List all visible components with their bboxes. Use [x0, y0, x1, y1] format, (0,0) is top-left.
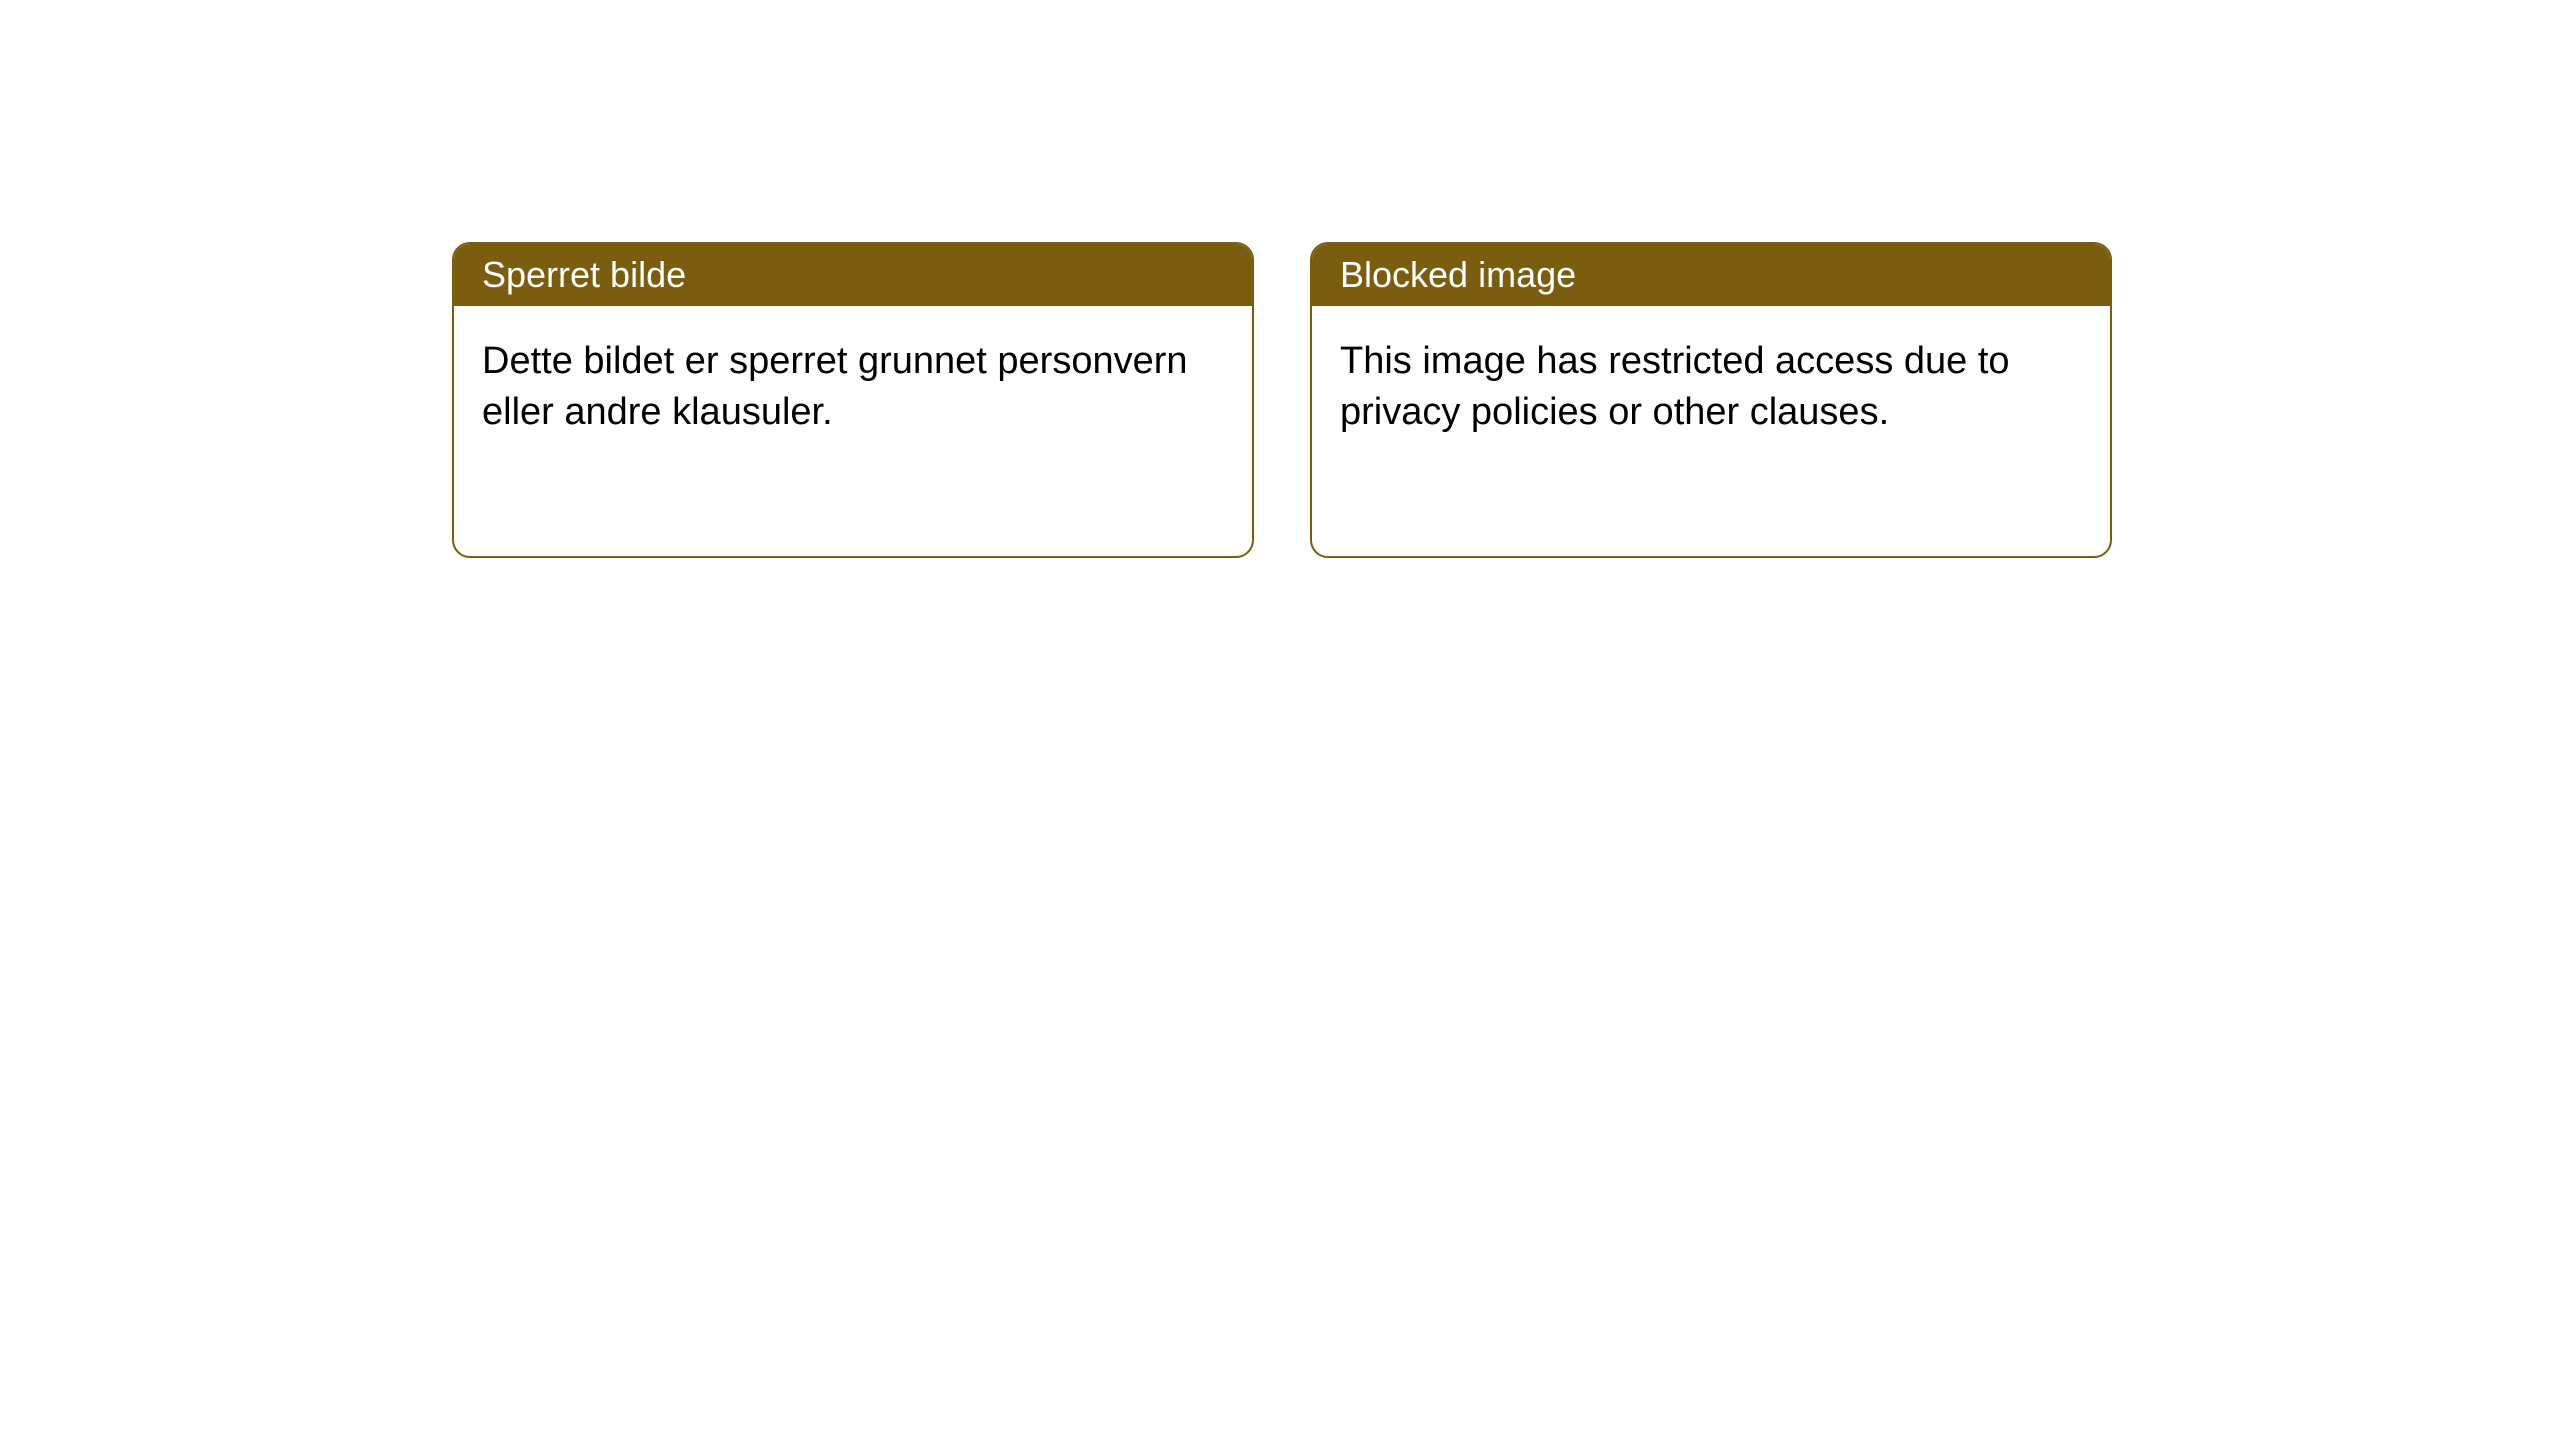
- notice-container: Sperret bilde Dette bildet er sperret gr…: [0, 0, 2560, 558]
- notice-card-norwegian: Sperret bilde Dette bildet er sperret gr…: [452, 242, 1254, 558]
- notice-header-english: Blocked image: [1312, 244, 2110, 306]
- notice-body-norwegian: Dette bildet er sperret grunnet personve…: [454, 306, 1252, 556]
- notice-header-norwegian: Sperret bilde: [454, 244, 1252, 306]
- notice-card-english: Blocked image This image has restricted …: [1310, 242, 2112, 558]
- notice-body-english: This image has restricted access due to …: [1312, 306, 2110, 556]
